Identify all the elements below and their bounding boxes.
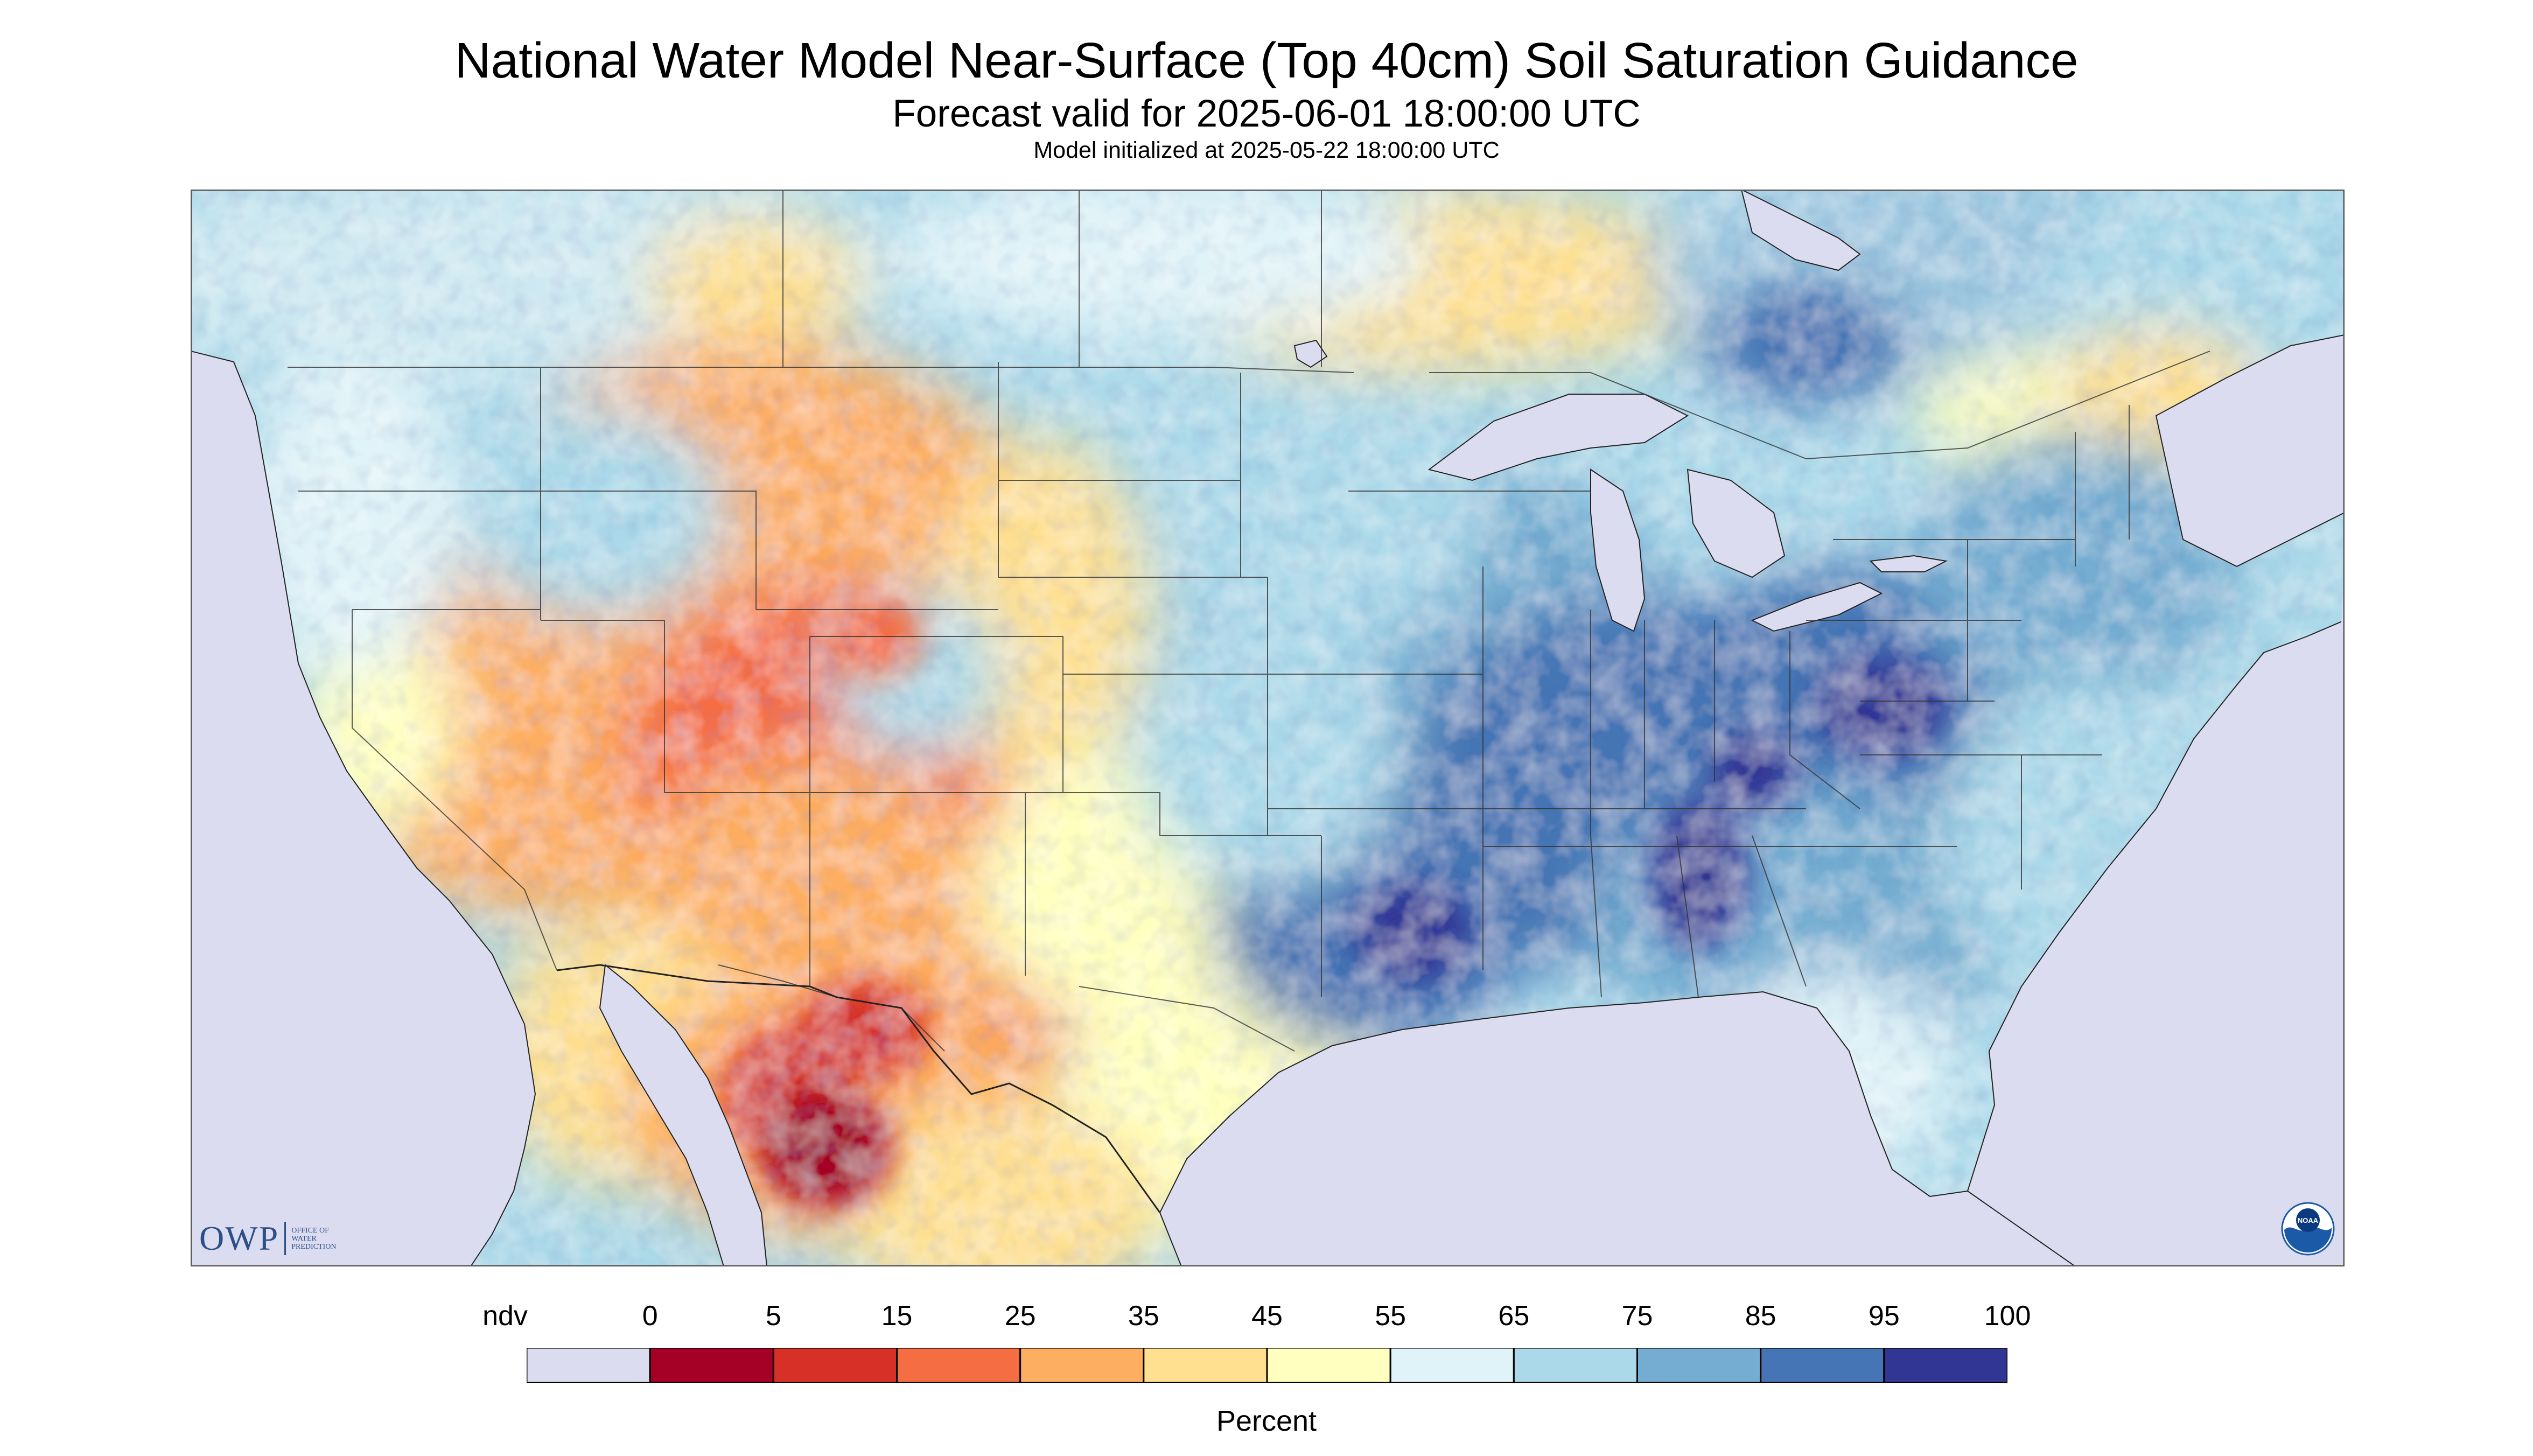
colorbar-unit-label: Percent <box>1216 1405 1317 1437</box>
noaa-logo-text: NOAA <box>2298 1216 2319 1224</box>
atlantic-ocean <box>1967 619 2345 1266</box>
model-init-line: Model initialized at 2025-05-22 18:00:00… <box>1033 137 1500 163</box>
lake-huron <box>1687 468 1786 578</box>
mexico-border <box>556 964 1161 1213</box>
colorbar-bin <box>1513 1348 1638 1383</box>
map-frame <box>191 190 2345 1266</box>
lake-superior <box>1428 394 1689 481</box>
owp-logo-divider <box>284 1222 286 1255</box>
colorbar-tick-label: 100 <box>1984 1300 2031 1332</box>
noaa-logo: NOAA <box>2281 1202 2335 1256</box>
colorbar-tick-label: 0 <box>642 1300 658 1332</box>
colorbar-bin <box>1760 1348 1885 1383</box>
owp-logo-line: OFFICE OF <box>291 1226 329 1235</box>
colorbar-tick-label: 25 <box>1004 1300 1036 1332</box>
colorbar-tick-label: ndv <box>482 1300 528 1332</box>
lake-michigan <box>1590 468 1646 632</box>
colorbar-bin <box>1143 1348 1268 1383</box>
soil-saturation-map <box>191 190 2345 1266</box>
colorbar-tick-label: 85 <box>1745 1300 1776 1332</box>
owp-logo-mark: OWP <box>199 1219 279 1257</box>
water-bodies <box>191 190 2345 1266</box>
colorbar-bin <box>527 1348 651 1383</box>
colorbar-tick-label: 65 <box>1498 1300 1530 1332</box>
colorbar-bin <box>1636 1348 1762 1383</box>
colorbar-tick-label: 45 <box>1251 1300 1283 1332</box>
owp-logo-line: PREDICTION <box>291 1242 337 1251</box>
lake-ontario <box>1869 555 1948 572</box>
colorbar-bin <box>772 1348 898 1383</box>
colorbar-bin <box>649 1348 774 1383</box>
colorbar-bin <box>1019 1348 1145 1383</box>
data-domain <box>191 190 2345 1266</box>
colorbar-bin <box>1389 1348 1515 1383</box>
colorbar-tick-label: 75 <box>1621 1300 1653 1332</box>
owp-logo-subtext: OFFICE OF WATER PREDICTION <box>291 1227 336 1251</box>
lake-of-the-woods <box>1293 339 1328 368</box>
colorbar-bin <box>896 1348 1021 1383</box>
colorbar-tick-label: 5 <box>765 1300 781 1332</box>
hudson-bay-edge <box>1740 190 1861 271</box>
colorbar-tick-label: 35 <box>1128 1300 1159 1332</box>
gulf-st-lawrence <box>2155 334 2345 568</box>
state-boundaries <box>288 190 2210 1052</box>
colorbar-bin <box>1883 1348 2007 1383</box>
figure-title: National Water Model Near-Surface (Top 4… <box>454 32 2079 88</box>
forecast-valid-subtitle: Forecast valid for 2025-06-01 18:00:00 U… <box>892 93 1641 135</box>
owp-logo-line: WATER <box>291 1234 317 1243</box>
colorbar-bin <box>1266 1348 1391 1383</box>
gulf-of-california <box>599 964 768 1266</box>
colorbar-tick-label: 95 <box>1868 1300 1900 1332</box>
colorbar <box>527 1348 2007 1383</box>
lake-erie <box>1751 582 1883 632</box>
owp-logo: OWP OFFICE OF WATER PREDICTION <box>199 1218 336 1259</box>
colorbar-tick-label: 15 <box>881 1300 913 1332</box>
colorbar-tick-label: 55 <box>1375 1300 1407 1332</box>
